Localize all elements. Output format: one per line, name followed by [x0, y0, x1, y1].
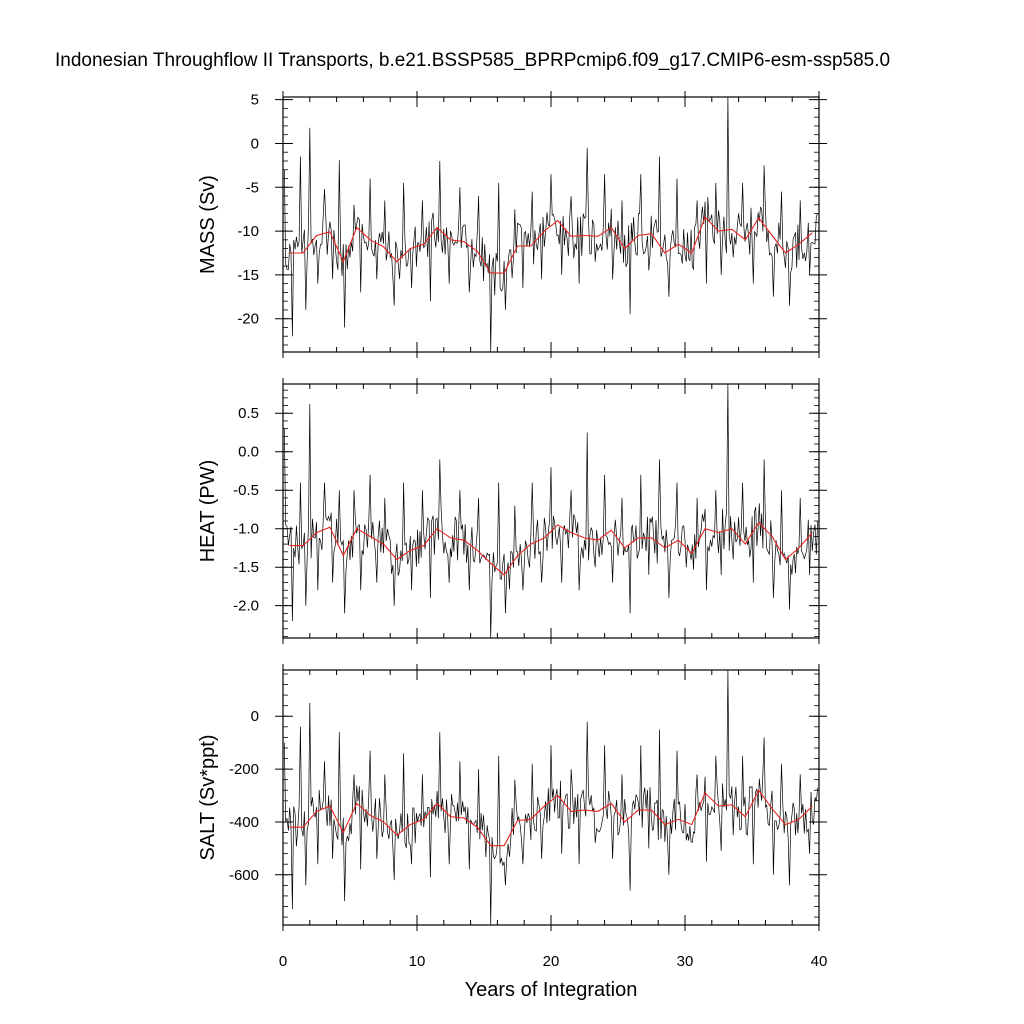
series-monthly: [283, 96, 819, 353]
y-tick-label: -200: [229, 761, 259, 778]
x-tick-label: 40: [811, 953, 828, 970]
y-tick-label: 0.0: [238, 444, 259, 461]
x-tick-label: 30: [677, 953, 694, 970]
y-tick-label: 5: [251, 92, 259, 109]
series-monthly: [283, 669, 819, 926]
panels: 5 0 -5 -10 -15 -20 MASS (Sv) 0.5 0.0 -0.5 -1.0 -1.5…: [197, 91, 827, 970]
panel-salt: 0 -200 -400 -600 SALT (Sv*ppt) 0 10 20 30 40: [197, 664, 827, 970]
y-tick-label: -2.0: [233, 598, 259, 615]
y-tick-label: -10: [237, 223, 259, 240]
series-annual-mean: [289, 521, 813, 576]
y-tick-label: -20: [237, 311, 259, 328]
series-annual-mean: [289, 789, 813, 847]
plot-frame: [282, 669, 820, 926]
y-axis-label: SALT (Sv*ppt): [197, 735, 219, 861]
y-tick-label: 0: [251, 135, 259, 152]
y-tick-label: 0: [251, 708, 259, 725]
series-annual-mean: [289, 216, 813, 274]
y-tick-label: -1.0: [233, 521, 259, 538]
y-tick-label: -1.5: [233, 559, 259, 576]
y-axis-label: MASS (Sv): [197, 175, 219, 274]
plot-frame: [282, 96, 820, 353]
series-monthly: [283, 383, 819, 639]
panel-mass: 5 0 -5 -10 -15 -20 MASS (Sv): [197, 91, 827, 358]
y-tick-label: -600: [229, 867, 259, 884]
y-tick-label: 0.5: [238, 405, 259, 422]
x-axis-label: Years of Integration: [465, 979, 638, 1001]
y-tick-label: -400: [229, 814, 259, 831]
y-axis-label: HEAT (PW): [197, 460, 219, 563]
x-tick-label: 10: [409, 953, 426, 970]
x-tick-label: 20: [543, 953, 560, 970]
y-tick-label: -15: [237, 267, 259, 284]
y-tick-label: -0.5: [233, 482, 259, 499]
y-tick-label: -5: [246, 179, 259, 196]
figure-title: Indonesian Throughflow II Transports, b.…: [55, 50, 890, 71]
plot-frame: [282, 383, 820, 639]
x-tick-label: 0: [279, 953, 287, 970]
panel-heat: 0.5 0.0 -0.5 -1.0 -1.5 -2.0 HEAT (PW): [197, 378, 827, 644]
